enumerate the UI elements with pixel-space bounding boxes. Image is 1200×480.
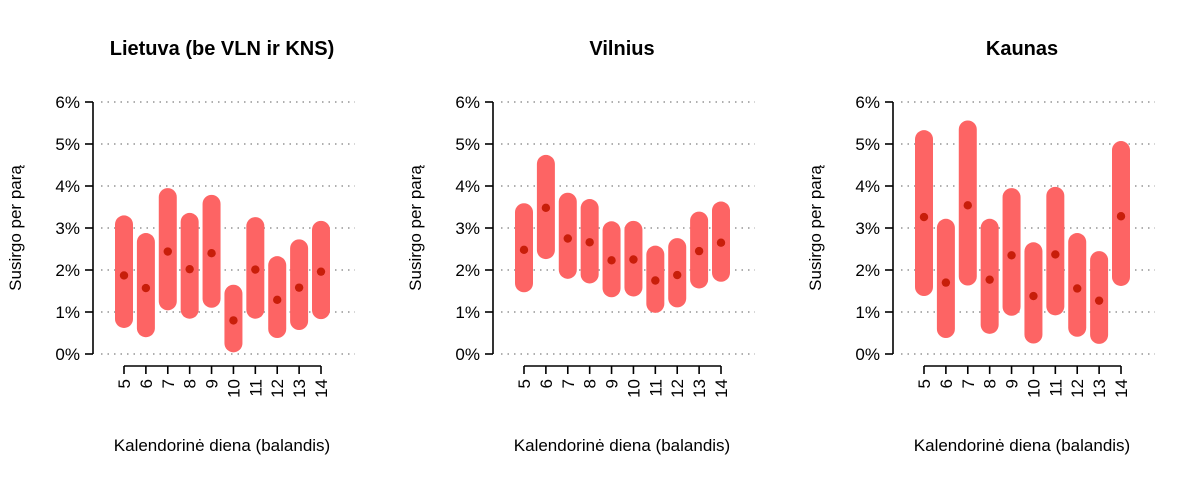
estimate-point [985, 275, 994, 284]
x-tick-label: 11 [646, 379, 665, 397]
y-tick-label: 2% [855, 261, 880, 280]
y-tick-label: 1% [455, 303, 480, 322]
estimate-point [607, 256, 616, 265]
estimate-point [1116, 212, 1126, 221]
x-tick-label: 13 [290, 379, 309, 398]
y-tick-label: 3% [855, 219, 880, 238]
chart-panel-2: Vilnius 0% 1% 2% 3% 4% 5% 6% 5 6 7 8 9 10 11 12 13 14 Kale… [406, 38, 755, 455]
chart-panel-1: Lietuva (be VLN ir KNS) 0% 1% 2% 3% 4% 5% 6% 5 6 7… [6, 38, 355, 455]
estimate-point [1007, 251, 1016, 260]
y-tick-label: 6% [55, 93, 80, 112]
estimate-point [316, 267, 326, 276]
estimate-point [1094, 296, 1104, 305]
x-tick-label: 8 [181, 379, 200, 388]
x-tick-label: 14 [712, 379, 731, 398]
estimate-point [207, 249, 216, 258]
x-tick-label: 6 [137, 379, 156, 388]
y-tick-label: 4% [55, 177, 80, 196]
y-axis-label: Susirgo per parą [406, 165, 425, 291]
estimate-point [941, 278, 951, 287]
x-tick-label: 9 [1003, 379, 1022, 388]
estimate-point [141, 283, 151, 293]
x-axis-label: Kalendorinė diena (balandis) [514, 436, 730, 455]
y-tick-label: 0% [455, 345, 480, 364]
x-tick-label: 10 [224, 379, 243, 398]
x-tick-label: 5 [915, 379, 934, 388]
y-tick-label: 1% [55, 303, 80, 322]
x-tick-label: 8 [981, 379, 1000, 388]
x-tick-label: 13 [1090, 379, 1109, 398]
chart-panel-3: Kaunas 0% 1% 2% 3% 4% 5% 6% 5 6 7 8 9 10 11 12 13 14 Kalen… [806, 38, 1155, 455]
y-tick-label: 5% [55, 135, 80, 154]
y-tick-label: 2% [55, 261, 80, 280]
x-tick-label: 12 [1068, 379, 1087, 398]
chart-title: Kaunas [986, 38, 1058, 60]
x-tick-label: 10 [1024, 379, 1043, 398]
estimate-point [963, 201, 972, 210]
y-tick-label: 5% [855, 135, 880, 154]
estimate-point [519, 245, 529, 255]
estimate-point [119, 271, 129, 280]
y-tick-label: 6% [455, 93, 480, 112]
y-tick-label: 0% [855, 345, 880, 364]
estimate-point [229, 316, 238, 325]
x-tick-label: 5 [115, 379, 134, 388]
x-tick-label: 14 [1112, 379, 1131, 398]
estimate-point [673, 270, 682, 280]
x-tick-label: 11 [1046, 379, 1065, 397]
x-tick-label: 13 [690, 379, 709, 398]
y-axis-label: Susirgo per parą [6, 165, 25, 291]
x-tick-label: 11 [246, 379, 265, 397]
estimate-point [563, 234, 572, 243]
estimate-point [163, 247, 172, 256]
estimate-point [541, 203, 551, 213]
x-tick-label: 7 [559, 379, 578, 388]
y-tick-label: 5% [455, 135, 480, 154]
y-tick-label: 3% [455, 219, 480, 238]
estimate-point [273, 295, 282, 305]
y-tick-label: 4% [455, 177, 480, 196]
x-tick-label: 10 [624, 379, 643, 398]
x-tick-label: 6 [937, 379, 956, 388]
x-tick-label: 9 [603, 379, 622, 388]
y-tick-label: 2% [455, 261, 480, 280]
estimate-point [716, 238, 726, 247]
y-tick-label: 4% [855, 177, 880, 196]
y-tick-label: 3% [55, 219, 80, 238]
estimate-point [1029, 291, 1038, 301]
estimate-point [294, 283, 304, 292]
estimate-point [185, 264, 194, 274]
x-tick-label: 7 [959, 379, 978, 388]
estimate-point [919, 212, 929, 222]
estimate-point [1051, 250, 1060, 259]
estimate-point [1073, 284, 1082, 293]
interval-bar [936, 218, 955, 339]
y-tick-label: 0% [55, 345, 80, 364]
estimate-point [585, 238, 594, 247]
estimate-point [694, 246, 704, 256]
x-axis-label: Kalendorinė diena (balandis) [114, 436, 330, 455]
estimate-point [629, 255, 638, 264]
x-tick-label: 12 [668, 379, 687, 398]
x-tick-label: 14 [312, 379, 331, 398]
x-axis-label: Kalendorinė diena (balandis) [914, 436, 1130, 455]
chart-title: Vilnius [589, 38, 654, 60]
x-tick-label: 8 [581, 379, 600, 388]
estimate-point [251, 265, 260, 274]
x-tick-label: 6 [537, 379, 556, 388]
x-tick-label: 5 [515, 379, 534, 388]
y-axis-label: Susirgo per parą [806, 165, 825, 291]
x-tick-label: 12 [268, 379, 287, 398]
x-tick-label: 9 [203, 379, 222, 388]
chart-title: Lietuva (be VLN ir KNS) [110, 38, 334, 60]
y-tick-label: 1% [855, 303, 880, 322]
x-tick-label: 7 [159, 379, 178, 388]
y-tick-label: 6% [855, 93, 880, 112]
estimate-point [651, 276, 660, 285]
